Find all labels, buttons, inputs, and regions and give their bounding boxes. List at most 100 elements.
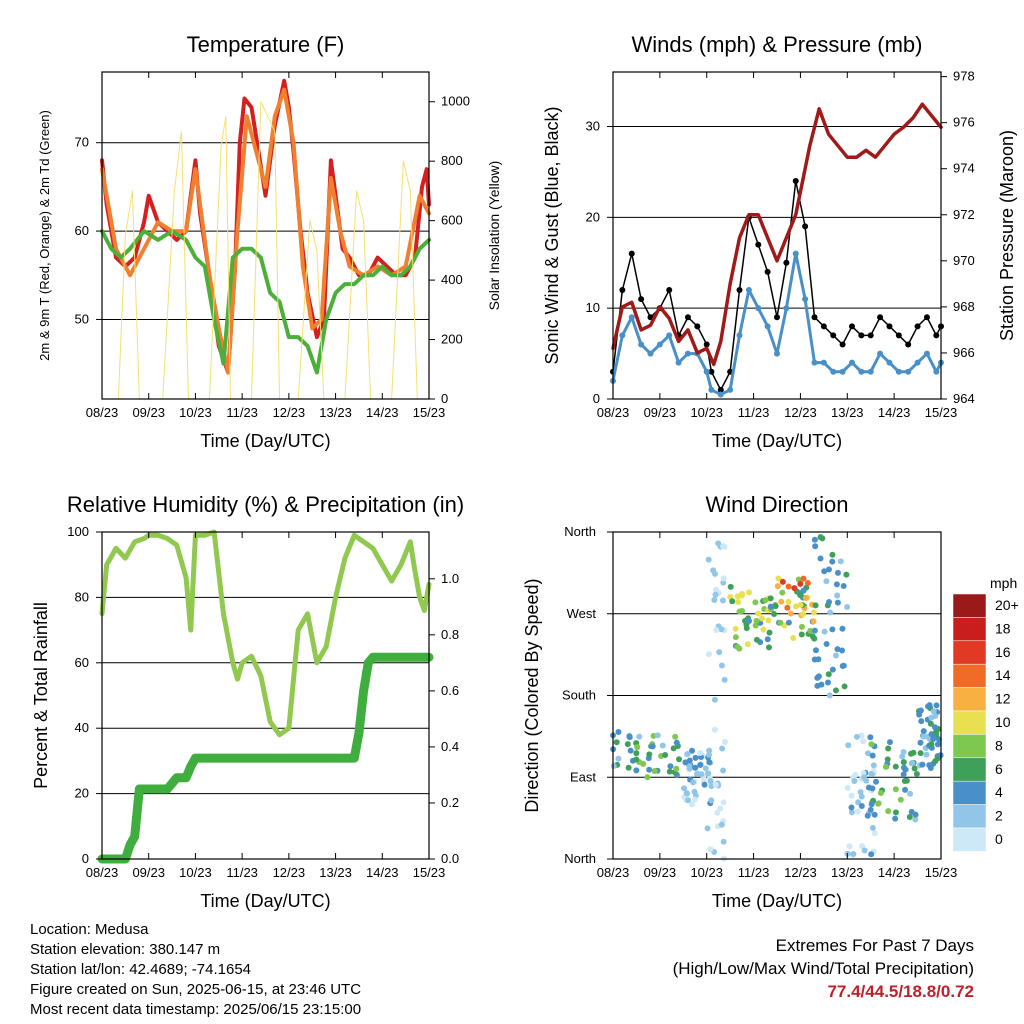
series-2m-td (100, 229, 431, 375)
extremes-panel: Extremes For Past 7 Days (High/Low/Max W… (673, 934, 974, 1003)
y-axis-label: 2m & 9m T (Red, Orange) & 2m Td (Green) (37, 110, 52, 361)
y-tick-label: North (564, 524, 596, 539)
direction-point (811, 627, 818, 634)
chart-title: Winds (mph) & Pressure (mb) (632, 32, 923, 57)
y-right-tick-label: 0.6 (441, 683, 459, 698)
y-tick-label: 80 (75, 589, 89, 604)
direction-point (651, 767, 658, 774)
direction-point (858, 732, 865, 739)
direction-point (708, 797, 715, 804)
x-tick-label: 15/23 (413, 405, 446, 420)
direction-point (702, 765, 709, 772)
x-tick-label: 08/23 (597, 405, 630, 420)
y-tick-label: 50 (75, 311, 89, 326)
direction-point (931, 724, 938, 731)
extremes-values: 77.4/44.5/18.8/0.72 (827, 982, 974, 1001)
direction-point (817, 534, 824, 541)
direction-point (717, 805, 724, 812)
y-right-tick-label: 1000 (441, 94, 470, 109)
direction-point (736, 608, 743, 615)
direction-point (784, 604, 791, 611)
direction-point (771, 610, 778, 617)
direction-point (797, 601, 804, 608)
created-text: Figure created on Sun, 2025-06-15, at 23… (30, 981, 362, 998)
direction-point (792, 603, 799, 610)
direction-point (811, 536, 818, 543)
direction-point (871, 830, 878, 837)
y-tick-label: 20 (586, 209, 600, 224)
direction-point (719, 597, 726, 604)
direction-point (662, 752, 669, 759)
direction-point (873, 778, 880, 785)
direction-points (610, 534, 944, 862)
direction-point (720, 543, 727, 550)
direction-point (867, 734, 874, 741)
direction-point (633, 756, 640, 763)
colorbar-label: 6 (995, 761, 1003, 777)
direction-point (927, 720, 934, 727)
direction-point (790, 634, 797, 641)
direction-point (926, 762, 933, 769)
colorbar-label: 16 (995, 644, 1011, 660)
direction-point (928, 741, 935, 748)
x-tick-label: 10/23 (690, 405, 723, 420)
y-right-tick-label: 968 (953, 299, 975, 314)
direction-point (649, 743, 656, 750)
direction-point (812, 647, 819, 654)
direction-point (691, 796, 698, 803)
direction-point (848, 809, 855, 816)
colorbar-swatch (952, 617, 987, 642)
direction-point (810, 609, 817, 616)
direction-point (924, 703, 931, 710)
colorbar-title: mph (990, 575, 1017, 591)
direction-point (720, 767, 727, 774)
direction-point (683, 790, 690, 797)
direction-point (897, 796, 904, 803)
colorbar-swatch (952, 780, 987, 805)
colorbar-label: 8 (995, 737, 1003, 753)
direction-point (673, 739, 680, 746)
direction-point (869, 824, 876, 831)
colorbar-swatch (952, 663, 987, 688)
direction-point (884, 756, 891, 763)
y-right-tick-label: 974 (953, 161, 975, 176)
direction-point (913, 770, 920, 777)
elevation-text: Station elevation: 380.147 m (30, 941, 221, 958)
x-tick-label: 09/23 (132, 405, 165, 420)
direction-point (797, 580, 804, 587)
direction-point (932, 712, 939, 719)
direction-point (705, 651, 712, 658)
direction-point (821, 568, 828, 575)
y-tick-label: West (567, 606, 597, 621)
direction-point (633, 767, 640, 774)
direction-point (720, 838, 727, 845)
direction-point (692, 764, 699, 771)
series-solar-insolation (101, 101, 430, 400)
y-tick-label: 20 (75, 786, 89, 801)
x-tick-label: 10/23 (690, 865, 723, 880)
direction-point (906, 814, 913, 821)
y-right-tick-label: 972 (953, 207, 975, 222)
direction-point (823, 578, 830, 585)
direction-point (745, 589, 752, 596)
direction-point (791, 585, 798, 592)
y-tick-label: 40 (75, 720, 89, 735)
y-tick-label: 60 (75, 223, 89, 238)
direction-point (825, 566, 832, 573)
chart-title: Relative Humidity (%) & Precipitation (i… (67, 492, 464, 517)
direction-point (712, 570, 719, 577)
direction-point (712, 781, 719, 788)
y-right-tick-label: 600 (441, 213, 463, 228)
x-tick-label: 09/23 (644, 405, 677, 420)
direction-point (869, 785, 876, 792)
direction-point (840, 583, 847, 590)
direction-point (670, 745, 677, 752)
direction-point (832, 687, 839, 694)
direction-point (615, 729, 622, 736)
y-right-tick-label: 1.0 (441, 571, 459, 586)
direction-point (644, 774, 651, 781)
x-tick-label: 11/23 (738, 405, 770, 420)
x-tick-label: 13/23 (319, 405, 352, 420)
direction-point (869, 752, 876, 759)
